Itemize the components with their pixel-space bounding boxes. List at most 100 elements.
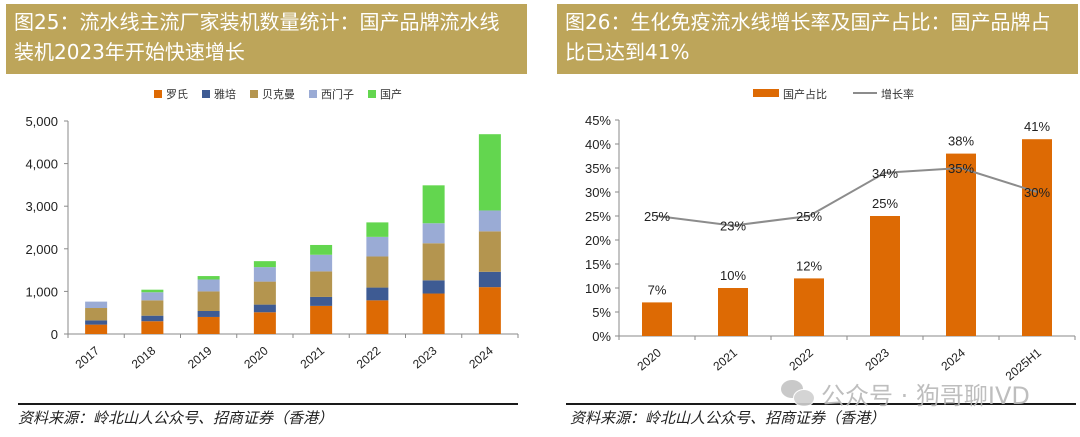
bar-line-chart: 国产占比 增长率 0% 5% 10% 15% 20% 25% 30% 35% 40% 45% 7% 202… — [585, 87, 1076, 383]
x-tick-label: 2020 — [634, 345, 664, 373]
bar-segment-西门子 — [141, 292, 164, 301]
bar-segment-贝克曼 — [197, 291, 220, 311]
bar-segment-贝克曼 — [253, 281, 276, 305]
x-tick-label: 2017 — [73, 343, 103, 371]
bar-segment-西门子 — [366, 236, 389, 257]
x-tick-label: 2021 — [298, 343, 328, 371]
legend-label-2: 贝克曼 — [262, 88, 295, 101]
line-data-label: 30% — [1024, 185, 1050, 200]
line-point — [1036, 191, 1038, 193]
x-tick-label: 2019 — [185, 343, 215, 371]
bar-segment-罗氏 — [366, 300, 389, 334]
y-tick-label: 4,000 — [25, 157, 58, 172]
bar-segment-西门子 — [197, 279, 220, 292]
y-tick-label: 3,000 — [25, 199, 58, 214]
legend-swatch-3 — [309, 90, 317, 98]
right-source-note: 资料来源：岭北山人公众号、招商证券（香港） — [570, 409, 886, 427]
bar-segment-罗氏 — [141, 321, 164, 334]
bar-segment-西门子 — [253, 267, 276, 282]
y-tick-label: 5% — [592, 305, 611, 320]
y-tick-label: 35% — [585, 161, 611, 176]
bar-segment-国产 — [253, 261, 276, 268]
bar-segment-雅培 — [422, 280, 445, 294]
bar-segment-罗氏 — [478, 287, 501, 334]
right-figure-title: 图26：生化免疫流水线增长率及国产占比：国产品牌占比已达到41% — [557, 4, 1078, 74]
bar-segment-贝克曼 — [141, 300, 164, 316]
y-tick-label: 25% — [585, 209, 611, 224]
x-tick-label: 2023 — [410, 343, 440, 371]
x-tick-label: 2021 — [710, 345, 740, 373]
x-tick-label: 2024 — [938, 345, 968, 373]
bar-segment-雅培 — [366, 287, 389, 301]
line-data-label: 34% — [872, 166, 898, 181]
left-figure-title: 图25：流水线主流厂家装机数量统计：国产品牌流水线装机2023年开始快速增长 — [6, 4, 527, 74]
legend-label-4: 国产 — [380, 87, 402, 101]
left-figure-panel: 图25：流水线主流厂家装机数量统计：国产品牌流水线装机2023年开始快速增长 罗… — [6, 0, 530, 437]
y-tick-label: 15% — [585, 257, 611, 272]
x-tick-label: 2023 — [862, 345, 892, 373]
y-tick-label: 0% — [592, 329, 611, 344]
line-data-label: 35% — [948, 161, 974, 176]
bar-segment-雅培 — [197, 310, 220, 317]
left-source-note: 资料来源：岭北山人公众号、招商证券（香港） — [18, 409, 334, 427]
bar-segment-罗氏 — [422, 293, 445, 334]
legend-swatch-bar — [753, 89, 779, 97]
x-tick-label: 2022 — [786, 345, 816, 373]
legend-swatch-4 — [368, 90, 376, 98]
legend-label-line: 增长率 — [881, 87, 914, 101]
y-tick-label: 5,000 — [25, 114, 58, 129]
x-tick-label: 2018 — [129, 343, 159, 371]
wechat-icon — [781, 379, 815, 408]
line-data-label: 23% — [720, 219, 746, 234]
y-tick-label: 1,000 — [25, 284, 58, 299]
line-point — [960, 167, 962, 169]
watermark-text: 公众号 · 狗哥聊IVD — [821, 382, 1030, 410]
bar-segment-贝克曼 — [310, 271, 333, 297]
bar-segment-西门子 — [478, 210, 501, 232]
bar-data-label: 12% — [796, 258, 822, 273]
bar-segment-雅培 — [310, 296, 333, 306]
x-tick-label: 2022 — [354, 343, 384, 371]
legend-swatch-1 — [202, 90, 210, 98]
bar-data-label: 25% — [872, 196, 898, 211]
line-point — [808, 215, 810, 217]
bar-segment-西门子 — [85, 301, 108, 309]
x-tick-label: 2020 — [241, 343, 271, 371]
bar-data-label: 10% — [720, 268, 746, 283]
bar-segment-贝克曼 — [366, 256, 389, 288]
bar-segment-国产 — [478, 134, 501, 211]
y-tick-label: 2,000 — [25, 242, 58, 257]
bar-segment-雅培 — [85, 320, 108, 325]
bar-segment-国产 — [366, 222, 389, 237]
growth-rate-line — [656, 166, 1038, 227]
bar-data-label: 41% — [1024, 119, 1050, 134]
y-tick-label: 45% — [585, 113, 611, 128]
bar-segment-罗氏 — [85, 324, 108, 334]
y-tick-label: 30% — [585, 185, 611, 200]
stacked-bar-chart: 罗氏 雅培 贝克曼 西门子 国产 0 1,000 2,000 3,000 4,000 5,000 20… — [25, 87, 519, 371]
bar-segment-国产 — [422, 185, 445, 224]
line-data-label: 25% — [796, 209, 822, 224]
line-point — [884, 171, 886, 174]
legend-label-3: 西门子 — [321, 87, 354, 101]
bar-segment-国产 — [197, 276, 220, 280]
legend-label-1: 雅培 — [214, 87, 236, 101]
right-figure-panel: 图26：生化免疫流水线增长率及国产占比：国产品牌占比已达到41% 国产占比 增长率… — [557, 0, 1080, 437]
bar-segment-罗氏 — [253, 312, 276, 334]
bar-segment-雅培 — [253, 304, 276, 313]
legend-label-bar: 国产占比 — [783, 87, 827, 101]
bar — [1022, 139, 1052, 336]
bar-segment-贝克曼 — [85, 308, 108, 321]
y-tick-label: 10% — [585, 281, 611, 296]
y-tick-label: 0 — [51, 327, 58, 342]
bar-segment-贝克曼 — [478, 231, 501, 272]
legend-swatch-0 — [154, 90, 162, 98]
bar-segment-雅培 — [478, 271, 501, 288]
bar — [870, 216, 900, 336]
bar — [718, 288, 748, 336]
bar — [642, 302, 672, 336]
y-tick-label: 20% — [585, 233, 611, 248]
bar-data-label: 38% — [948, 134, 974, 149]
legend-label-0: 罗氏 — [166, 88, 188, 101]
bar-segment-贝克曼 — [422, 243, 445, 281]
